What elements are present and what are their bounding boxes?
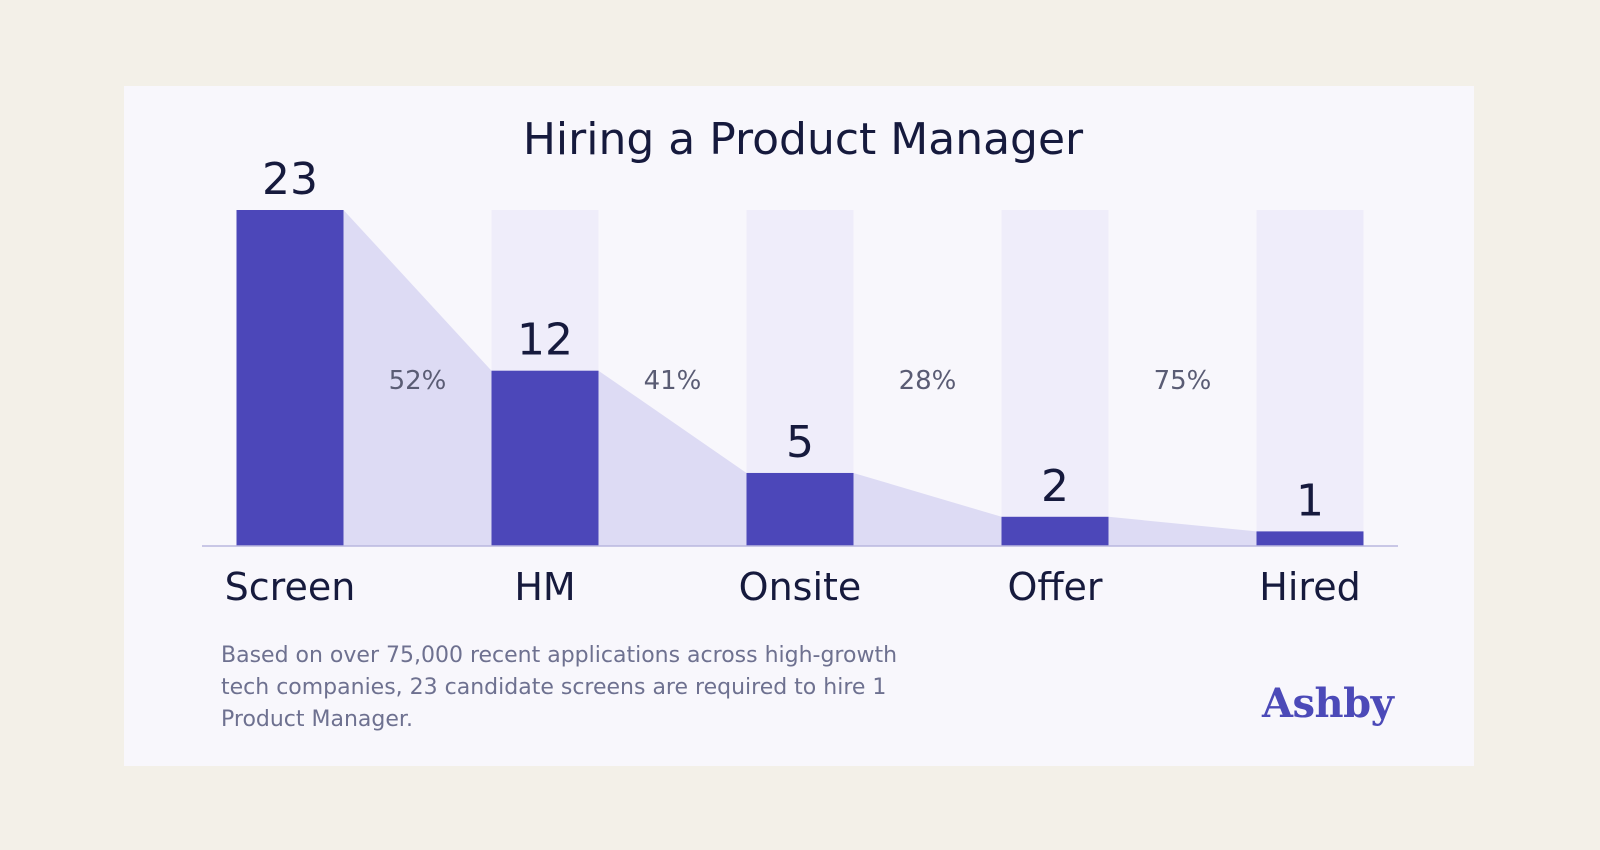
category-label-screen: Screen bbox=[225, 565, 356, 609]
ashby-logo: Ashby bbox=[1262, 680, 1394, 727]
category-label-hm: HM bbox=[514, 565, 575, 609]
bar-onsite bbox=[746, 472, 854, 546]
category-label-offer: Offer bbox=[1007, 565, 1102, 609]
category-label-onsite: Onsite bbox=[739, 565, 862, 609]
conversion-rate-4: 75% bbox=[1154, 366, 1212, 396]
bar-screen bbox=[236, 210, 344, 546]
value-label-hired: 1 bbox=[1296, 475, 1324, 526]
bar-track-offer bbox=[1001, 210, 1109, 546]
bar-hm bbox=[491, 370, 599, 546]
funnel-area-1 bbox=[343, 210, 492, 546]
conversion-rate-3: 28% bbox=[899, 366, 957, 396]
chart-title: Hiring a Product Manager bbox=[523, 114, 1084, 165]
bar-hired bbox=[1256, 531, 1364, 546]
funnel-area-4 bbox=[1108, 516, 1257, 546]
value-label-onsite: 5 bbox=[786, 417, 814, 468]
funnel-area-2 bbox=[598, 370, 747, 546]
category-label-hired: Hired bbox=[1259, 565, 1360, 609]
value-label-hm: 12 bbox=[517, 315, 573, 366]
conversion-rate-1: 52% bbox=[389, 366, 447, 396]
footnote: Based on over 75,000 recent applications… bbox=[221, 643, 898, 732]
bar-offer bbox=[1001, 516, 1109, 546]
bar-track-hired bbox=[1256, 210, 1364, 546]
value-label-offer: 2 bbox=[1041, 461, 1069, 512]
value-label-screen: 23 bbox=[262, 154, 318, 205]
conversion-rate-2: 41% bbox=[644, 366, 702, 396]
funnel-area-3 bbox=[853, 472, 1002, 546]
